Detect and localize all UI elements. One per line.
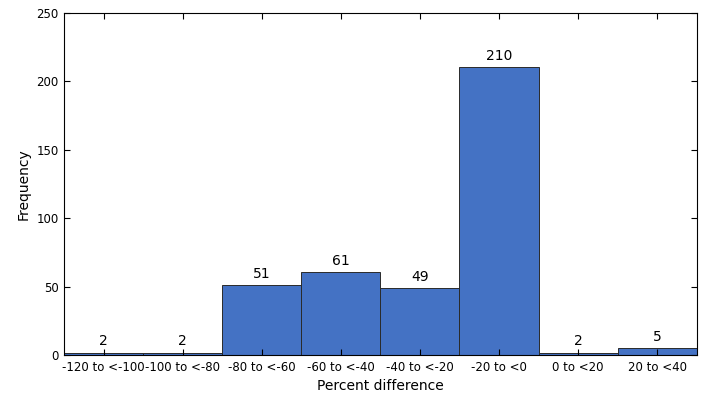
Text: 5: 5: [653, 330, 662, 344]
Bar: [459, 67, 539, 355]
Bar: [539, 352, 618, 355]
Bar: [143, 352, 222, 355]
Text: 210: 210: [486, 49, 512, 63]
Text: 61: 61: [332, 254, 350, 268]
Bar: [380, 288, 459, 355]
Y-axis label: Frequency: Frequency: [16, 148, 31, 220]
Text: 2: 2: [99, 334, 108, 349]
Bar: [301, 272, 380, 355]
X-axis label: Percent difference: Percent difference: [317, 380, 444, 393]
Text: 51: 51: [253, 267, 271, 281]
Text: 2: 2: [178, 334, 187, 349]
Bar: [618, 349, 697, 355]
Bar: [222, 285, 301, 355]
Text: 2: 2: [574, 334, 582, 349]
Text: 49: 49: [411, 270, 429, 284]
Bar: [64, 352, 143, 355]
